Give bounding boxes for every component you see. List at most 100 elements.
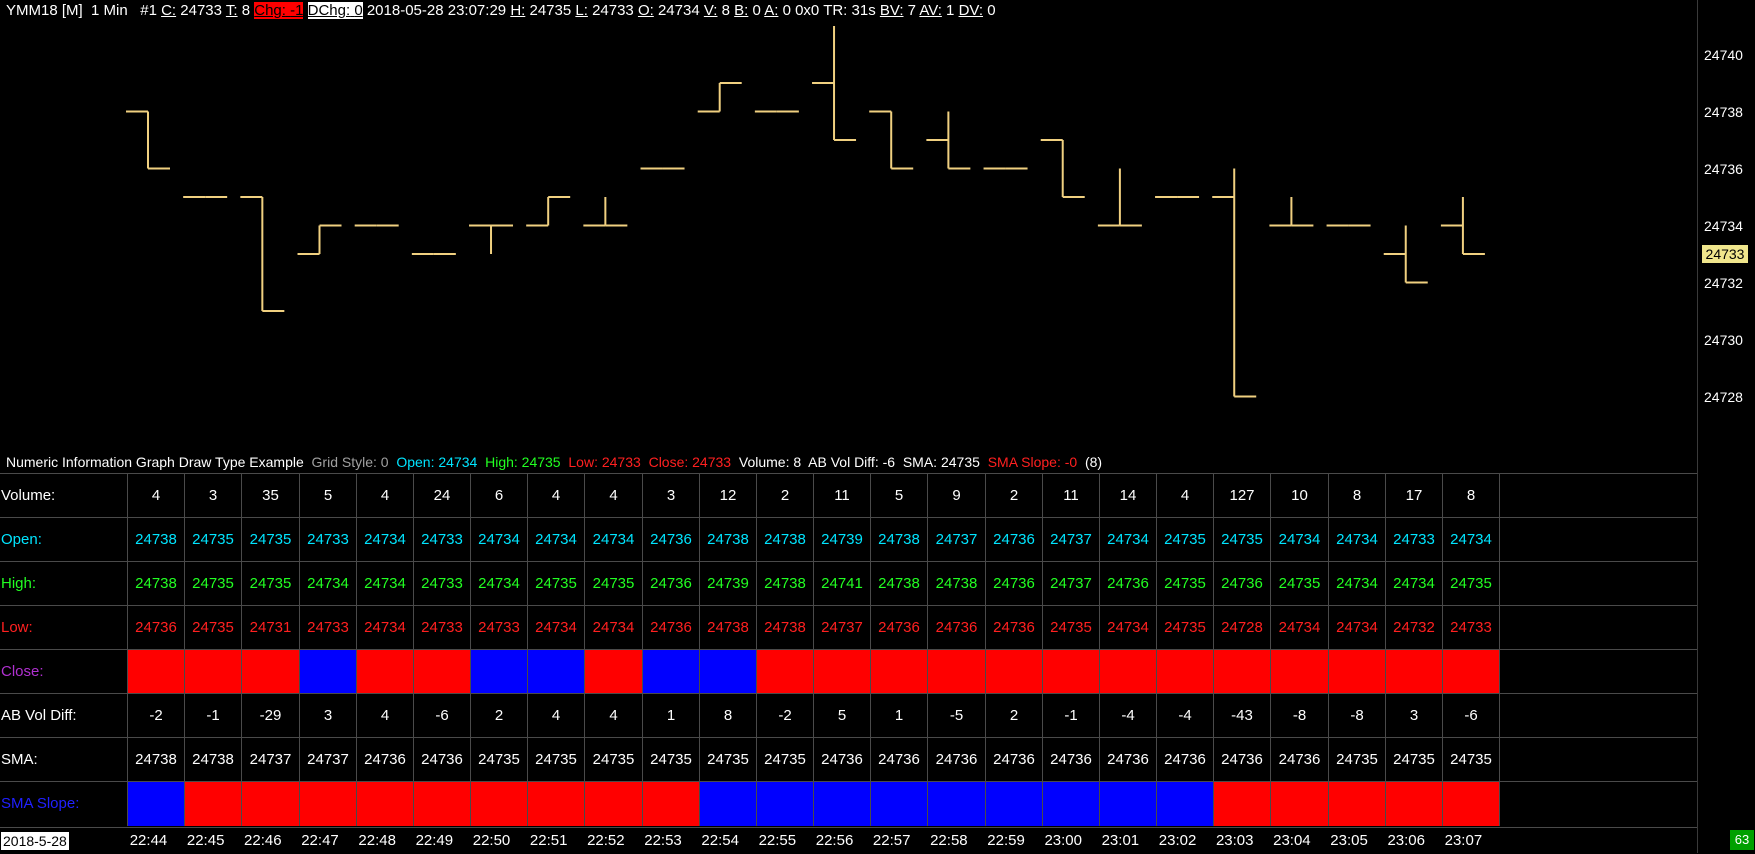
grid-cell: 24736 (985, 562, 1042, 606)
time-tick-label: 23:02 (1158, 832, 1197, 849)
grid-cell: 24736 (413, 738, 470, 782)
ohlc-bar (697, 82, 742, 113)
grid-cell: 24741 (813, 562, 870, 606)
ohlc-bar (240, 196, 285, 312)
grid-cell: 17 (1385, 474, 1442, 518)
grid-cell: 24734 (470, 562, 527, 606)
grid-cell: 24734 (584, 606, 642, 650)
grid-cell (699, 782, 756, 826)
grid-cell (413, 782, 470, 826)
interval-label[interactable]: 1 Min (91, 2, 128, 19)
grid-cell: 24735 (470, 738, 527, 782)
ohlc-bar (126, 110, 170, 170)
grid-cell (1270, 650, 1328, 694)
grid-cell: 24734 (584, 518, 642, 562)
ohlc-bar (1097, 168, 1142, 227)
ab-vol-diff-row: AB Vol Diff: -2 -1 -29 3 4 -6 2 4 4 1 8 -2 5 1 -5 2 -1 -4-… (0, 693, 1697, 738)
grid-cell (127, 650, 184, 694)
symbol-label[interactable]: YMM18 [M] (6, 2, 83, 19)
time-tick-label: 23:06 (1387, 832, 1425, 849)
time-tick-label: 22:45 (186, 832, 225, 849)
study-name: Numeric Information Graph Draw Type Exam… (6, 454, 304, 470)
grid-cell: 24736 (927, 738, 985, 782)
grid-cell: 24728 (1213, 606, 1270, 650)
grid-cell: 24735 (1442, 562, 1499, 606)
grid-cell (1328, 782, 1385, 826)
delta-volume-value: 0 (987, 2, 996, 19)
time-tick-label: 23:07 (1444, 832, 1483, 849)
study-close: Close: 24733 (648, 454, 732, 470)
grid-cell (413, 650, 470, 694)
time-tick-label: 23:04 (1273, 832, 1311, 849)
grid-cell: 24733 (413, 562, 470, 606)
time-axis[interactable]: 2018-5-28 22:44 22:45 22:46 22:47 22:48 22:49… (0, 827, 1697, 854)
grid-cell: 24735 (184, 518, 241, 562)
grid-cell (299, 782, 356, 826)
grid-cell: 24736 (642, 562, 699, 606)
study-sma: SMA: 24735 (902, 454, 980, 470)
grid-cell: 5 (870, 474, 927, 518)
ask-label: A: (764, 2, 779, 19)
grid-cell: 3 (1385, 694, 1442, 738)
price-tick-label: 24734 (1704, 217, 1743, 234)
grid-cell: 24736 (1213, 738, 1270, 782)
change-label: Chg: (254, 2, 286, 19)
trades-label: T: (225, 2, 238, 19)
grid-cell: -43 (1213, 694, 1270, 738)
close-label: C: (161, 2, 177, 19)
price-tick-label: 24736 (1704, 160, 1743, 177)
time-tick-label: 22:59 (987, 832, 1025, 849)
grid-cell: 8 (699, 694, 756, 738)
grid-cell (1042, 782, 1099, 826)
grid-cell: -6 (413, 694, 470, 738)
grid-cell (356, 782, 413, 826)
time-tick-label: 22:53 (644, 832, 682, 849)
grid-cell: 24736 (642, 518, 699, 562)
grid-cell (127, 782, 184, 826)
grid-cell: 24733 (1385, 518, 1442, 562)
grid-cell: -8 (1328, 694, 1385, 738)
ohlc-bar (1269, 197, 1314, 227)
grid-cell: 24736 (813, 738, 870, 782)
grid-cell: 35 (241, 474, 299, 518)
grid-cell: 24735 (184, 606, 241, 650)
grid-cell (1442, 782, 1499, 826)
grid-cell: 24735 (642, 738, 699, 782)
grid-cell: 24736 (1156, 738, 1213, 782)
grid-cell (870, 782, 927, 826)
grid-cell: 24738 (699, 606, 756, 650)
grid-cell (870, 650, 927, 694)
time-remaining: TR: 31s (823, 2, 876, 19)
grid-cell: 4 (584, 694, 642, 738)
daily-change-field: DChg: 0 (307, 2, 363, 19)
time-tick-label: 23:01 (1101, 832, 1140, 849)
grid-cell: 24738 (184, 738, 241, 782)
grid-cell (642, 782, 699, 826)
grid-cell (1099, 650, 1156, 694)
grid-cell-end (1499, 562, 1500, 606)
grid-cell (1099, 782, 1156, 826)
ask-volume-label: AV: (919, 2, 942, 19)
time-tick-label: 22:57 (872, 832, 911, 849)
grid-cell: 24735 (584, 562, 642, 606)
bid-label: B: (734, 2, 749, 19)
grid-cell: 24738 (870, 518, 927, 562)
grid-cell: 24736 (1213, 562, 1270, 606)
time-tick-label: 22:50 (472, 832, 511, 849)
grid-cell: 24735 (1156, 562, 1213, 606)
price-chart[interactable] (0, 0, 1697, 450)
grid-cell (1442, 650, 1499, 694)
ask-value: 0 (782, 2, 791, 19)
study-high: High: 24735 (485, 454, 561, 470)
grid-cell (1328, 650, 1385, 694)
high-row: High: 24738 24735 24735 24734 24734 24733 24734… (0, 561, 1697, 606)
grid-cell (470, 650, 527, 694)
grid-cell: 24733 (413, 606, 470, 650)
study-low: Low: 24733 (568, 454, 641, 470)
grid-cell: 24735 (184, 562, 241, 606)
grid-cell: -1 (184, 694, 241, 738)
close-value: 24733 (180, 2, 222, 19)
price-axis-divider (1697, 0, 1698, 853)
grid-cell: -6 (1442, 694, 1499, 738)
grid-cell: 24736 (985, 518, 1042, 562)
